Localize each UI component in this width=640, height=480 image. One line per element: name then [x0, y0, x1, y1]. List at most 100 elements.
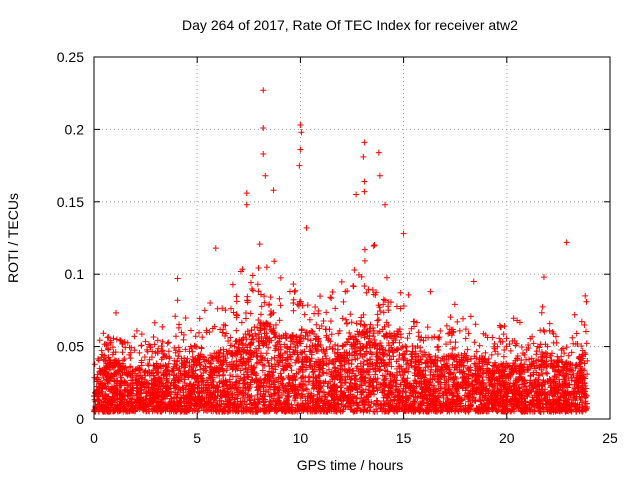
data-point: [113, 336, 120, 343]
data-point: [568, 349, 575, 356]
data-point: [584, 371, 591, 378]
data-point: [464, 346, 471, 353]
data-point: [467, 313, 474, 320]
data-point: [512, 342, 519, 349]
data-point: [238, 319, 245, 326]
data-point: [223, 330, 230, 337]
data-point: [219, 305, 226, 312]
data-point: [141, 353, 148, 360]
data-point: [172, 333, 179, 340]
data-point: [410, 318, 417, 325]
data-point: [196, 390, 203, 397]
data-point: [412, 399, 419, 406]
data-point: [496, 335, 503, 342]
data-point: [331, 350, 338, 357]
data-point: [127, 355, 134, 362]
data-point: [261, 362, 268, 369]
data-point: [449, 345, 456, 352]
data-point: [266, 301, 273, 308]
data-point: [271, 258, 278, 265]
data-point: [452, 344, 459, 351]
data-point: [571, 311, 578, 318]
data-point: [340, 298, 347, 305]
data-point: [351, 266, 358, 273]
data-point: [181, 380, 188, 387]
data-point: [276, 295, 283, 302]
data-point: [394, 331, 401, 338]
data-point: [452, 339, 459, 346]
data-point: [199, 334, 206, 341]
data-point: [176, 348, 183, 355]
data-point: [227, 334, 234, 341]
data-point: [420, 337, 427, 344]
data-point: [184, 355, 191, 362]
data-point: [182, 346, 189, 353]
data-point: [365, 286, 372, 293]
data-points: [91, 87, 591, 415]
data-point: [91, 361, 98, 368]
data-point: [227, 342, 234, 349]
data-point: [471, 339, 478, 346]
data-point: [402, 343, 409, 350]
data-point: [317, 293, 324, 300]
data-point: [416, 337, 423, 344]
data-point: [247, 310, 254, 317]
data-point: [383, 274, 390, 281]
data-point: [339, 315, 346, 322]
data-point: [248, 351, 255, 358]
data-point: [456, 327, 463, 334]
data-point: [525, 367, 532, 374]
data-point: [353, 320, 360, 327]
data-point: [324, 383, 331, 390]
data-point: [384, 368, 391, 375]
data-point: [335, 330, 342, 337]
data-point: [521, 380, 528, 387]
data-point: [287, 343, 294, 350]
data-point: [272, 334, 279, 341]
data-point: [382, 297, 389, 304]
data-point: [121, 355, 128, 362]
data-point: [445, 330, 452, 337]
data-point: [462, 335, 469, 342]
data-point: [408, 325, 415, 332]
data-point: [223, 367, 230, 374]
data-point: [332, 341, 339, 348]
data-point: [350, 282, 357, 289]
data-point: [127, 364, 134, 371]
data-point: [124, 339, 131, 346]
data-point: [510, 315, 517, 322]
data-point: [363, 357, 370, 364]
data-point: [291, 288, 298, 295]
data-point: [176, 365, 183, 372]
data-point: [447, 339, 454, 346]
data-point: [265, 344, 272, 351]
data-point: [316, 325, 323, 332]
data-point: [377, 307, 384, 314]
data-point: [403, 389, 410, 396]
data-point: [546, 320, 553, 327]
data-point: [265, 360, 272, 367]
data-point: [196, 329, 203, 336]
data-point: [371, 241, 378, 248]
data-point: [329, 288, 336, 295]
data-point: [233, 293, 240, 300]
data-point: [237, 367, 244, 374]
data-point: [374, 311, 381, 318]
data-point: [276, 317, 283, 324]
data-point: [214, 403, 221, 410]
data-point: [358, 317, 365, 324]
data-point: [573, 330, 580, 337]
data-point: [261, 293, 268, 300]
data-point: [159, 347, 166, 354]
data-point: [370, 242, 377, 249]
data-point: [209, 355, 216, 362]
data-point: [259, 367, 266, 374]
data-point: [395, 386, 402, 393]
data-point: [242, 315, 249, 322]
data-point: [242, 309, 249, 316]
data-point: [249, 405, 256, 412]
data-point: [443, 322, 450, 329]
data-point: [159, 338, 166, 345]
data-point: [106, 357, 113, 364]
